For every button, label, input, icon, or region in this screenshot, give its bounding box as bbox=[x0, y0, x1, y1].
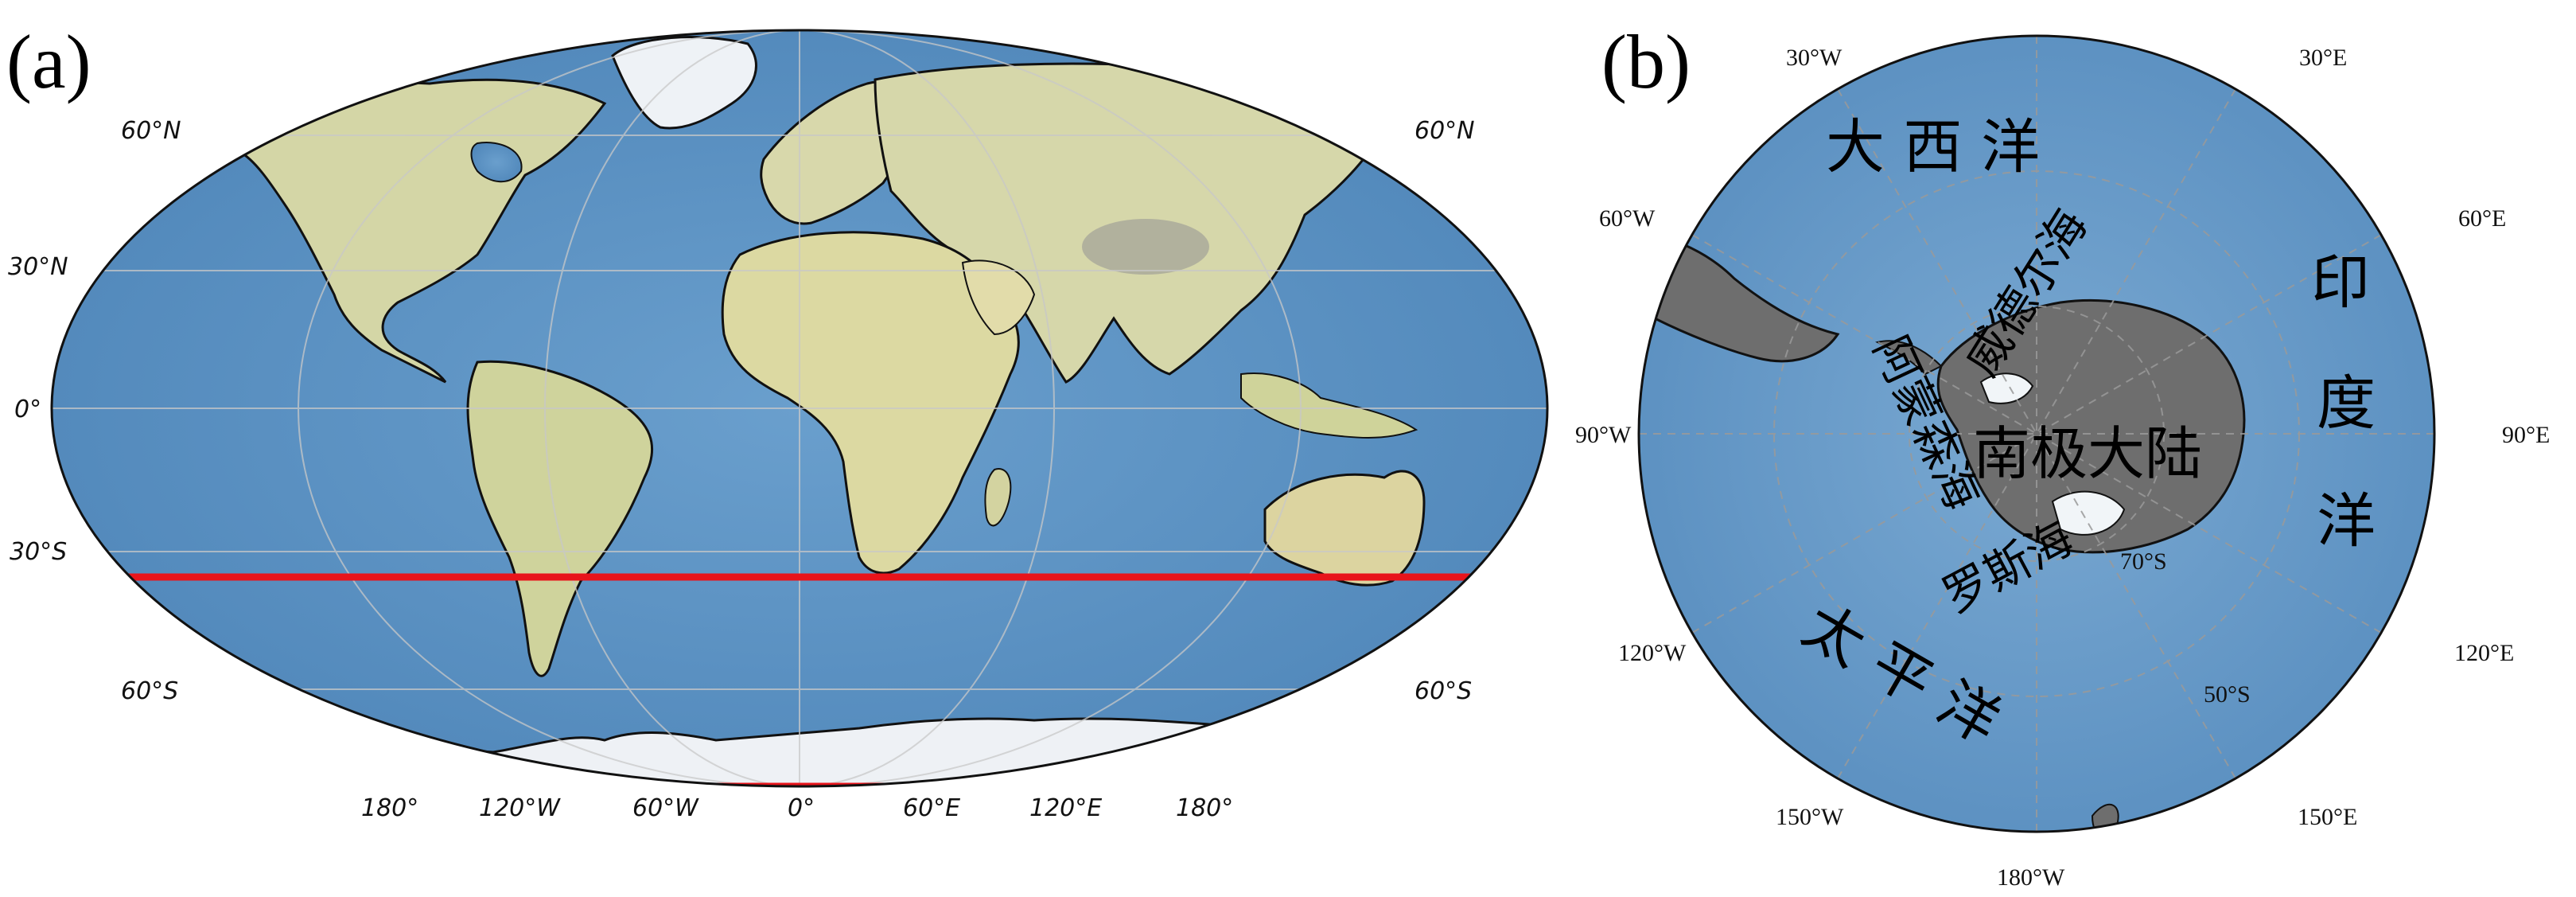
landmass-australia bbox=[1263, 470, 1426, 587]
lon-label-30e: 30°E bbox=[2299, 45, 2347, 71]
landmass-maritime-se-asia bbox=[1240, 372, 1418, 439]
lon-label-60w: 60°W bbox=[1599, 205, 1656, 232]
landmass-greenland bbox=[611, 36, 757, 130]
lon-label-150e: 150°E bbox=[2298, 804, 2357, 830]
lon-label: 120°E bbox=[1029, 794, 1102, 822]
lon-label-120w: 120°W bbox=[1618, 640, 1687, 666]
graticule-b bbox=[1639, 36, 2434, 832]
lat-label-60s-right: 60°S bbox=[1414, 677, 1472, 705]
weddell-ice-shelf bbox=[1979, 372, 2034, 404]
lon-label: 60°E bbox=[903, 794, 960, 822]
lon-label: 180° bbox=[1176, 794, 1233, 822]
lon-label-30w: 30°W bbox=[1786, 45, 1843, 71]
panel-b-label: (b) bbox=[1601, 19, 1691, 104]
landmass-south-america-tip bbox=[1639, 229, 1840, 363]
polar-map-frame bbox=[1637, 34, 2436, 833]
region-label-antarctica: 南极大陆 bbox=[1973, 420, 2202, 487]
hudson-bay bbox=[470, 142, 523, 183]
lon-label-150w: 150°W bbox=[1776, 804, 1844, 830]
region-label-indian: 印 度 洋 bbox=[2311, 248, 2376, 556]
lon-label-120e: 120°E bbox=[2454, 640, 2514, 666]
lon-labels-a: 180° 120°W 60°W 0° 60°E 120°E 180° bbox=[361, 794, 1233, 822]
lat-label-50s: 50°S bbox=[2204, 681, 2251, 708]
madagascar bbox=[984, 468, 1012, 527]
lon-labels-b: 30°W 30°E 60°W 60°E 90°W 90°E 120°W 120°… bbox=[1575, 45, 2550, 891]
landmass-australia-tip bbox=[2282, 745, 2380, 791]
landmass-antarctica-b bbox=[1936, 298, 2246, 554]
region-label-atlantic: 大 西 洋 bbox=[1826, 113, 2040, 181]
polar-map bbox=[1637, 34, 2436, 833]
lon-label-180w: 180°W bbox=[1997, 864, 2065, 891]
lat-label-60n-right: 60°N bbox=[1414, 117, 1475, 145]
region-label-indian-char: 度 bbox=[2317, 369, 2376, 438]
lon-label-90e: 90°E bbox=[2502, 422, 2550, 448]
tibet-plateau bbox=[1082, 219, 1209, 275]
region-label-indian-char: 印 bbox=[2311, 248, 2370, 317]
lat-label-eq-left: 0° bbox=[14, 396, 41, 423]
lon-label: 180° bbox=[361, 794, 418, 822]
landmass-south-america bbox=[466, 360, 654, 677]
lat-label-60s-left: 60°S bbox=[121, 677, 178, 705]
region-label-indian-char: 洋 bbox=[2317, 487, 2376, 556]
lat-label-30n-left: 30°N bbox=[8, 253, 68, 281]
lon-label-60e: 60°E bbox=[2458, 205, 2506, 232]
panel-a-label: (a) bbox=[6, 19, 91, 104]
new-zealand bbox=[1442, 594, 1470, 637]
lat-label-70s: 70°S bbox=[2120, 548, 2167, 575]
lon-label: 0° bbox=[788, 794, 815, 822]
ross-ice-shelf bbox=[2051, 490, 2126, 536]
lon-label: 60°W bbox=[632, 794, 699, 822]
world-map-frame bbox=[50, 29, 1549, 788]
lon-label: 120°W bbox=[479, 794, 561, 822]
lat-label-60n-left: 60°N bbox=[121, 117, 181, 145]
lat-label-30s-left: 30°S bbox=[10, 538, 67, 566]
graticule-a bbox=[52, 30, 1547, 786]
world-map bbox=[50, 29, 1549, 788]
landmass-arabia bbox=[961, 259, 1036, 336]
lon-label-90w: 90°W bbox=[1575, 422, 1632, 448]
